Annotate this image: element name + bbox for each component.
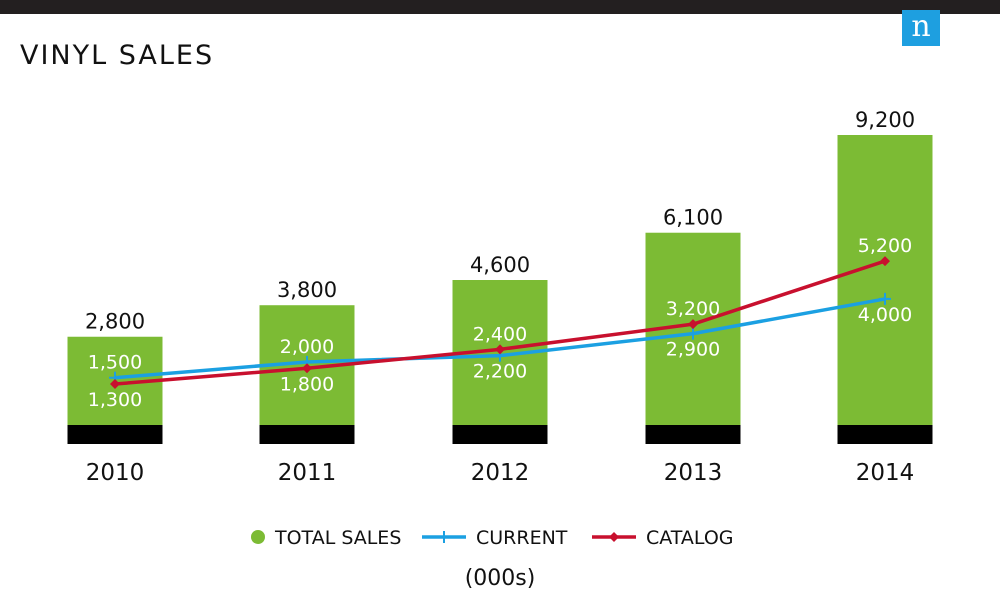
bar-base-2012 (452, 425, 548, 444)
x-tick-2012: 2012 (471, 460, 530, 486)
total-label-2014: 9,200 (855, 108, 915, 132)
current-label-2012: 2,200 (473, 361, 527, 383)
bar-base-2014 (837, 425, 933, 444)
bar-total-2014 (837, 135, 933, 425)
legend-label-catalog: CATALOG (646, 527, 734, 549)
nielsen-logo: n (902, 10, 940, 46)
bar-base-2011 (259, 425, 355, 444)
current-label-2014: 4,000 (858, 304, 912, 326)
top-bar (0, 0, 1000, 14)
catalog-label-2011: 1,800 (280, 373, 334, 395)
current-label-2010: 1,500 (88, 352, 142, 374)
current-label-2011: 2,000 (280, 336, 334, 358)
bar-base-2013 (645, 425, 741, 444)
catalog-label-2013: 3,200 (666, 298, 720, 320)
total-label-2010: 2,800 (85, 310, 145, 334)
total-label-2011: 3,800 (277, 278, 337, 302)
legend-marker-total-sales (251, 530, 265, 544)
x-tick-2014: 2014 (856, 460, 915, 486)
catalog-label-2012: 2,400 (473, 323, 527, 345)
current-label-2013: 2,900 (666, 339, 720, 361)
x-tick-2011: 2011 (278, 460, 337, 486)
catalog-label-2014: 5,200 (858, 235, 912, 257)
x-tick-2013: 2013 (664, 460, 723, 486)
point-catalog-2012 (495, 344, 505, 355)
point-catalog-2011 (302, 363, 312, 374)
point-catalog-2013 (688, 319, 698, 330)
legend-label-current: CURRENT (476, 527, 568, 549)
unit-note: (000s) (464, 566, 536, 591)
legend-marker-catalog (609, 532, 619, 542)
legend-label-total-sales: TOTAL SALES (274, 527, 401, 549)
point-catalog-2010 (110, 379, 120, 390)
x-tick-2010: 2010 (86, 460, 145, 486)
total-label-2013: 6,100 (663, 206, 723, 230)
chart-title: VINYL SALES (20, 40, 215, 71)
bar-base-2010 (67, 425, 163, 444)
total-label-2012: 4,600 (470, 253, 530, 277)
catalog-label-2010: 1,300 (88, 389, 142, 411)
point-catalog-2014 (880, 256, 890, 267)
